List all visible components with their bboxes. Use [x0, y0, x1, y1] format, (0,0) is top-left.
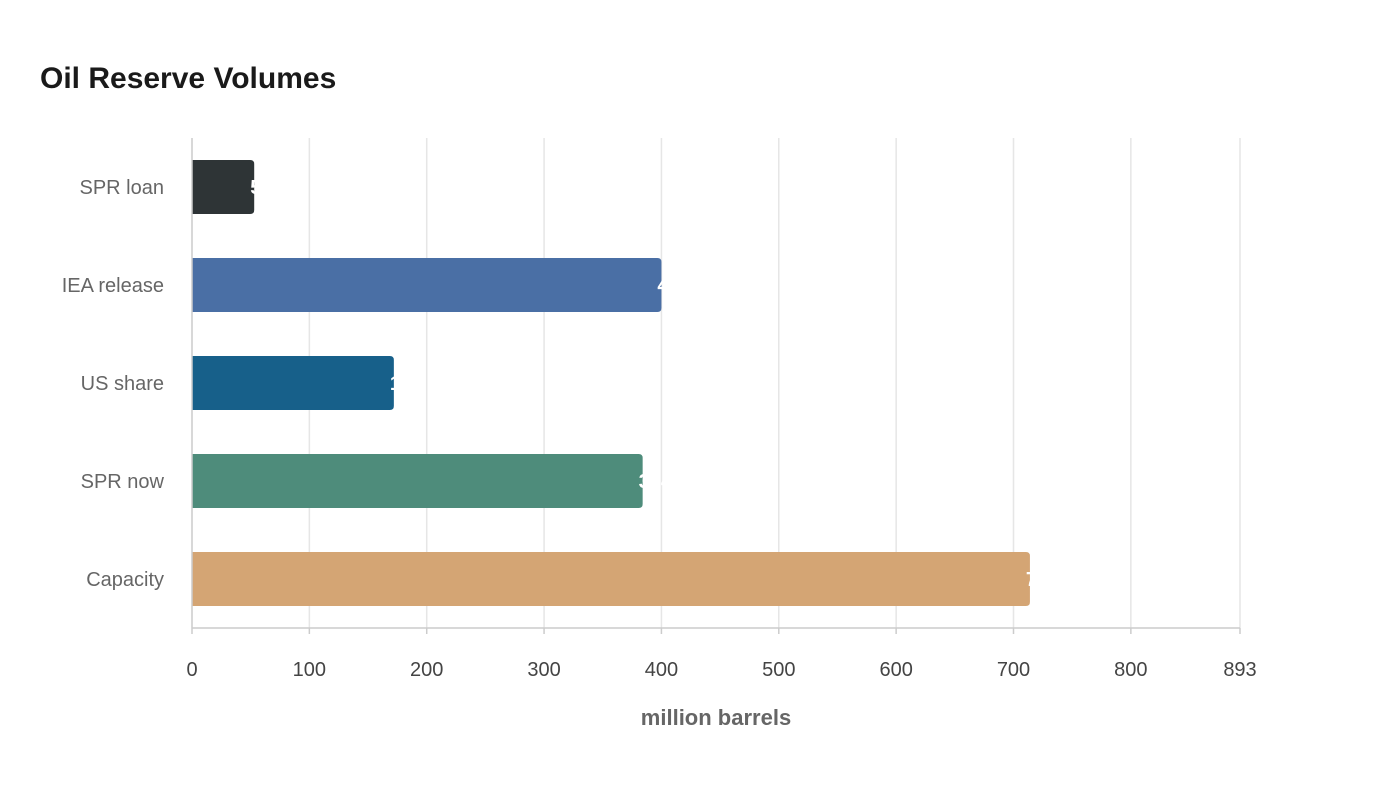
x-tick-label: 100 [293, 659, 326, 681]
x-tick-label: 500 [762, 659, 795, 681]
category-label: US share [81, 373, 164, 395]
value-label: 53 [250, 177, 272, 199]
value-label: 172 [390, 373, 423, 395]
value-label: 384 [639, 471, 673, 493]
value-labels: 53 400 172 384 714 [250, 177, 1060, 591]
category-labels: SPR loan IEA release US share SPR now Capaci… [62, 177, 165, 591]
x-tick-label: 700 [997, 659, 1030, 681]
x-tick-label: 893 [1223, 659, 1256, 681]
bar-us-share [192, 356, 394, 410]
x-tick-label: 800 [1114, 659, 1147, 681]
axes [191, 138, 1241, 634]
grid-lines [308, 138, 1241, 628]
chart-title: Oil Reserve Volumes [40, 62, 337, 95]
value-label: 400 [657, 275, 690, 297]
value-label: 714 [1026, 569, 1060, 591]
x-tick-label: 600 [879, 659, 912, 681]
bars [192, 160, 1030, 606]
bar-capacity [192, 552, 1030, 606]
x-tick-label: 0 [186, 659, 197, 681]
x-axis-title: million barrels [641, 705, 791, 730]
bar-spr-now [192, 454, 643, 508]
category-label: IEA release [62, 275, 164, 297]
category-label: Capacity [86, 569, 164, 591]
tick-labels: 0 100 200 300 400 500 600 700 800 893 [186, 659, 1256, 681]
x-tick-label: 400 [645, 659, 678, 681]
category-label: SPR loan [80, 177, 165, 199]
x-tick-label: 200 [410, 659, 443, 681]
x-tick-label: 300 [527, 659, 560, 681]
category-label: SPR now [81, 471, 165, 493]
bar-spr-loan [192, 160, 255, 214]
bar-iea-release [192, 258, 662, 312]
